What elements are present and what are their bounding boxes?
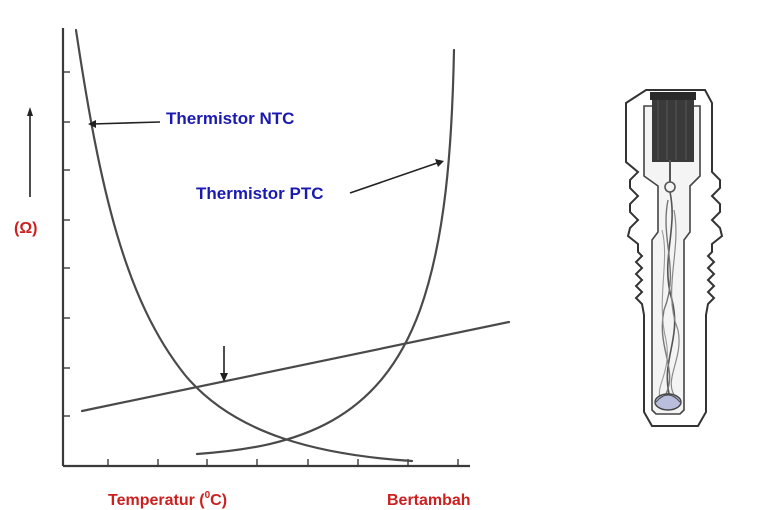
ptc-label: Thermistor PTC [196,184,324,203]
y-axis-ticks [63,71,70,417]
ptc-pointer [349,159,444,194]
x-label-superscript: 0 [205,490,211,501]
sensor-connector-block [652,92,694,162]
x-axis-ticks [107,459,459,466]
ptc-curve [195,48,456,456]
y-unit-label: (Ω) [14,220,37,237]
x-label-prefix: Temperatur ( [108,492,205,509]
up-arrow-icon [27,107,33,197]
sensor-thermistor-element [654,393,682,411]
x-axis-label: Temperatur (0C) [108,490,227,509]
linear-pointer [220,346,228,382]
linear-resistance-line [80,320,511,413]
x-label-suffix: C) [210,492,227,509]
ntc-curve [74,28,414,463]
ntc-label: Thermistor NTC [166,109,294,128]
x-direction-label: Bertambah [387,492,471,509]
thermistor-sensor-illustration [625,89,724,427]
graph-axes [61,28,470,468]
sensor-inner-cavity [643,105,701,415]
ntc-pointer [88,120,161,128]
